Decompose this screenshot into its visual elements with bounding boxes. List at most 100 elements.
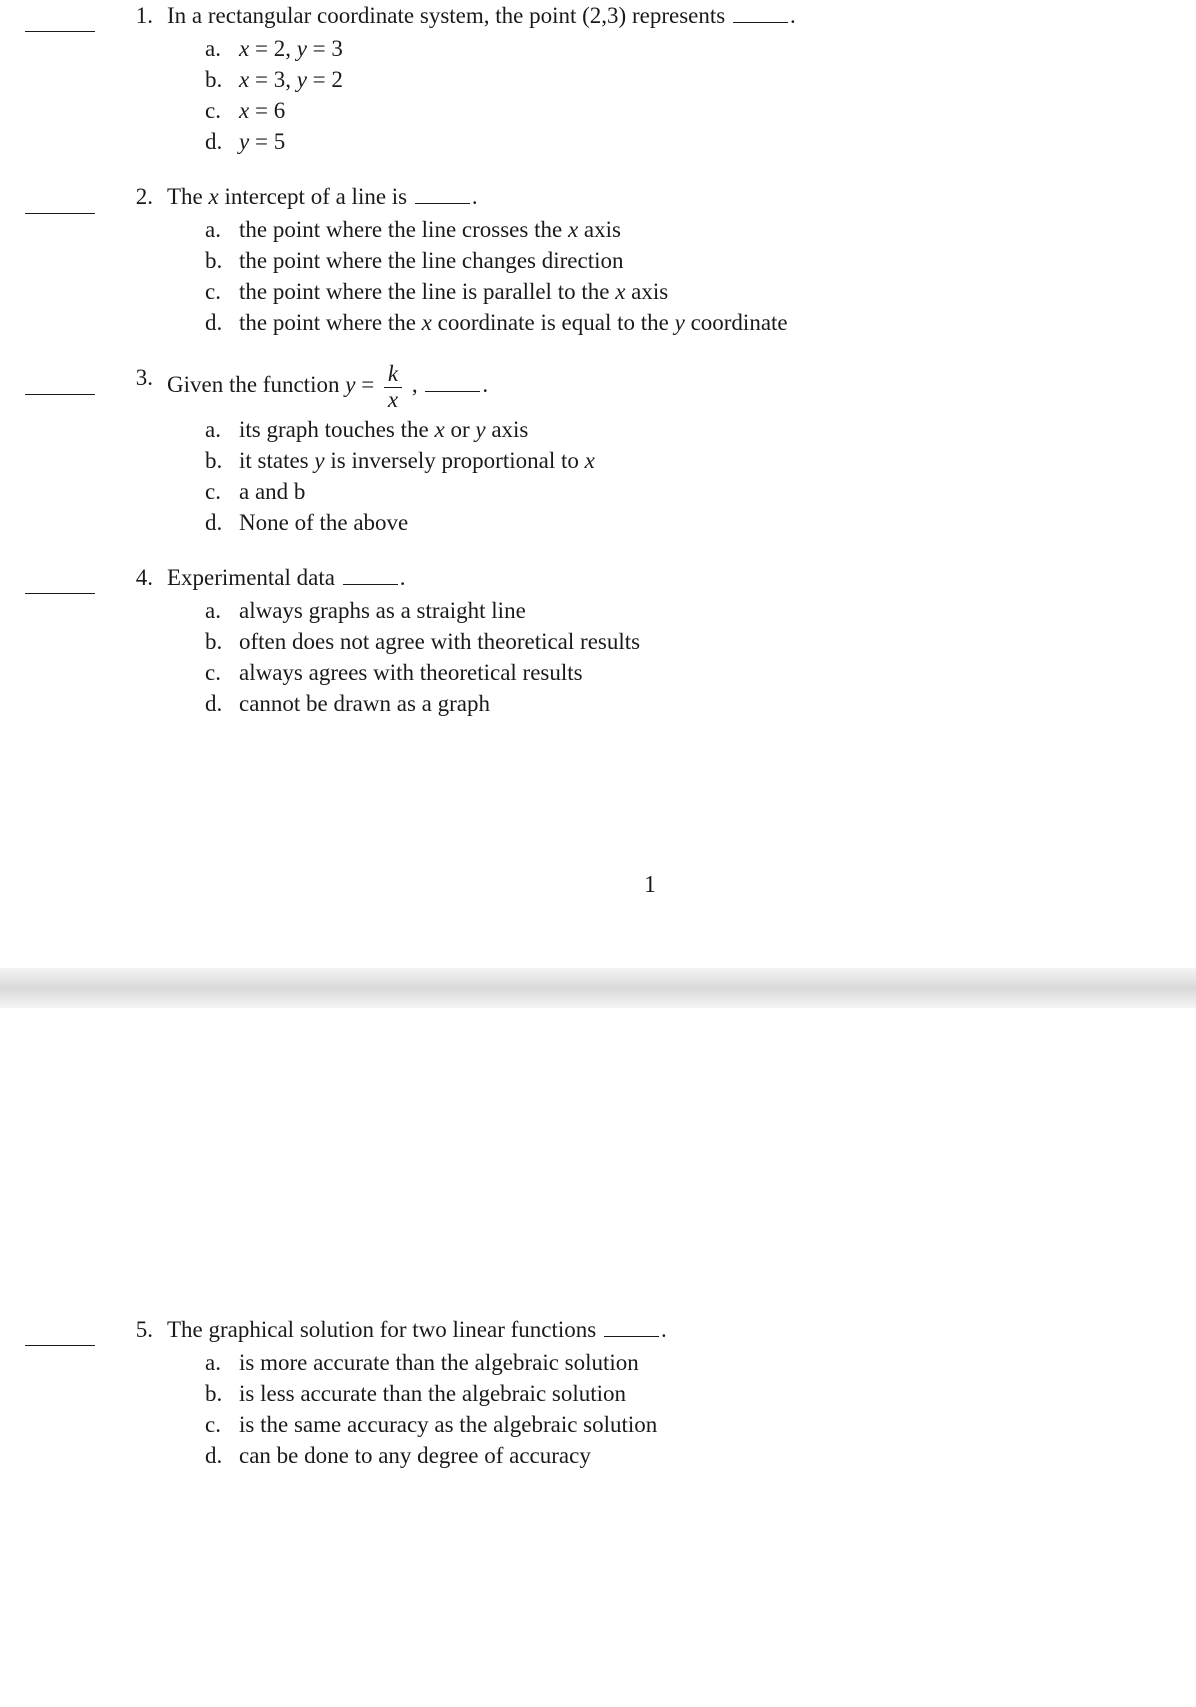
choice-letter: a. [205,1347,239,1378]
choices: a.the point where the line crosses the x… [167,214,1136,338]
stem-post: . [661,1317,667,1342]
choice-text: always agrees with theoretical results [239,657,583,688]
question-body: In a rectangular coordinate system, the … [167,0,1136,157]
answer-blank[interactable] [25,6,95,32]
answer-blank[interactable] [25,368,95,394]
choice: d.y = 5 [205,126,1136,157]
answer-blank[interactable] [25,1320,95,1346]
choice: a.always graphs as a straight line [205,595,1136,626]
question-block: 1.In a rectangular coordinate system, th… [0,0,1196,157]
choice-letter: b. [205,1378,239,1409]
fraction-numerator: k [384,362,402,387]
choice-text: the point where the line crosses the x a… [239,214,621,245]
fill-in-blank[interactable] [604,1315,659,1337]
choice-text: is the same accuracy as the algebraic so… [239,1409,657,1440]
choice: b.is less accurate than the algebraic so… [205,1378,1136,1409]
choice-text: None of the above [239,507,408,538]
spacer [0,338,1196,362]
choice-text: the point where the line is parallel to … [239,276,668,307]
choice-letter: d. [205,126,239,157]
question-number: 1. [113,0,167,31]
choices: a.x = 2, y = 3b.x = 3, y = 2c.x = 6d.y =… [167,33,1136,157]
spacer [0,157,1196,181]
choice: a.its graph touches the x or y axis [205,414,1136,445]
fill-in-blank[interactable] [415,183,470,205]
choice-letter: a. [205,214,239,245]
choice: b.often does not agree with theoretical … [205,626,1136,657]
choices: a.its graph touches the x or y axisb.it … [167,414,1136,538]
question-number: 2. [113,181,167,212]
stem-post: . [472,184,478,209]
page: 1.In a rectangular coordinate system, th… [0,0,1196,1707]
choice-text: often does not agree with theoretical re… [239,626,640,657]
question-block: 5.The graphical solution for two linear … [0,1314,1196,1471]
page-break-band [0,968,1196,1008]
choice: a.x = 2, y = 3 [205,33,1136,64]
stem-post: . [482,372,488,397]
choice-letter: c. [205,1409,239,1440]
choice-text: the point where the x coordinate is equa… [239,307,788,338]
choice: c.x = 6 [205,95,1136,126]
fill-in-blank[interactable] [343,563,398,585]
choice-letter: b. [205,245,239,276]
choice-letter: b. [205,64,239,95]
stem-pre: In a rectangular coordinate system, the … [167,3,731,28]
question-stem: In a rectangular coordinate system, the … [167,0,1136,31]
page-number: 1 [0,869,1196,901]
choice: d.can be done to any degree of accuracy [205,1440,1136,1471]
choice-text: the point where the line changes directi… [239,245,623,276]
choice: d.None of the above [205,507,1136,538]
choices: a.always graphs as a straight lineb.ofte… [167,595,1136,719]
question-block: 2.The x intercept of a line is .a.the po… [0,181,1196,338]
stem-pre: The graphical solution for two linear fu… [167,1317,602,1342]
choice: b.x = 3, y = 2 [205,64,1136,95]
choice-letter: d. [205,507,239,538]
choice: a.the point where the line crosses the x… [205,214,1136,245]
stem-pre: Experimental data [167,565,341,590]
question-block: 4.Experimental data .a.always graphs as … [0,562,1196,719]
question-number: 4. [113,562,167,593]
fill-in-blank[interactable] [425,371,480,393]
choice-text: x = 3, y = 2 [239,64,343,95]
choice-text: its graph touches the x or y axis [239,414,528,445]
choice-text: y = 5 [239,126,285,157]
choice: c.is the same accuracy as the algebraic … [205,1409,1136,1440]
spacer [0,902,1196,962]
spacer [0,1014,1196,1314]
question-stem: The graphical solution for two linear fu… [167,1314,1136,1345]
choice-text: it states y is inversely proportional to… [239,445,595,476]
choice-text: always graphs as a straight line [239,595,526,626]
stem-pre: The x intercept of a line is [167,184,413,209]
choice: b.the point where the line changes direc… [205,245,1136,276]
choice-letter: d. [205,688,239,719]
answer-blank[interactable] [25,187,95,213]
choice-letter: c. [205,657,239,688]
stem-post: . [790,3,796,28]
questions-container: 1.In a rectangular coordinate system, th… [0,0,1196,1491]
question-body: The graphical solution for two linear fu… [167,1314,1136,1471]
choice-letter: c. [205,95,239,126]
stem-post: . [400,565,406,590]
question-stem: Experimental data . [167,562,1136,593]
question-body: Given the function y = kx , .a.its graph… [167,362,1136,537]
choice: c.a and b [205,476,1136,507]
choice: b.it states y is inversely proportional … [205,445,1136,476]
question-number: 5. [113,1314,167,1345]
choice-text: a and b [239,476,305,507]
question-number: 3. [113,362,167,393]
choice-letter: c. [205,476,239,507]
choice-letter: a. [205,595,239,626]
stem-mid: , [406,372,423,397]
fraction-denominator: x [384,388,402,412]
choice: c.the point where the line is parallel t… [205,276,1136,307]
choice: d.the point where the x coordinate is eq… [205,307,1136,338]
question-stem: The x intercept of a line is . [167,181,1136,212]
choice-letter: b. [205,445,239,476]
fraction: kx [384,362,402,411]
choice: d.cannot be drawn as a graph [205,688,1136,719]
question-stem: Given the function y = kx , . [167,362,1136,411]
choice-text: is more accurate than the algebraic solu… [239,1347,639,1378]
fill-in-blank[interactable] [733,1,788,23]
answer-blank[interactable] [25,568,95,594]
stem-pre: Given the function y = [167,372,380,397]
